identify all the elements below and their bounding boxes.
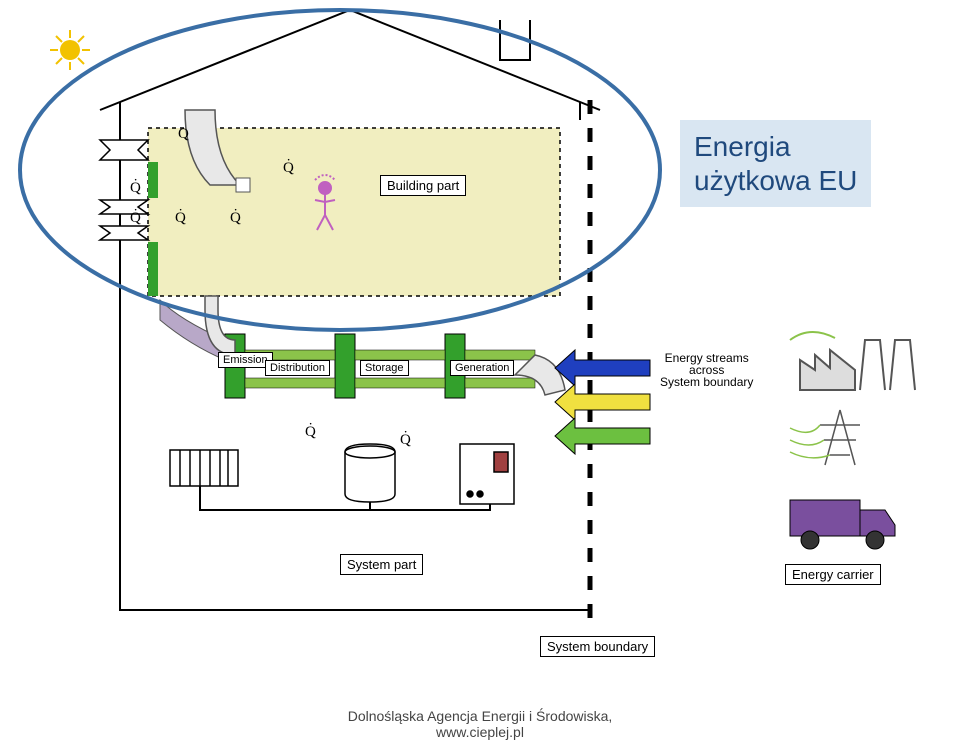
boiler-icon bbox=[460, 444, 514, 504]
svg-text:Q̇: Q̇ bbox=[283, 159, 294, 176]
callout-line1: Energia bbox=[694, 130, 857, 164]
footer-line1: Dolnośląska Agencja Energii i Środowiska… bbox=[0, 708, 960, 724]
pylon-icon bbox=[790, 410, 860, 465]
energy-streams-label: Energy streams across System boundary bbox=[660, 352, 753, 388]
svg-text:Q̇: Q̇ bbox=[130, 179, 141, 196]
wall-segment-2 bbox=[148, 242, 158, 296]
system-part-label: System part bbox=[340, 554, 423, 575]
distribution-label: Distribution bbox=[265, 360, 330, 376]
wall-segment-1 bbox=[148, 162, 158, 198]
sun-icon bbox=[50, 30, 90, 70]
storage-label: Storage bbox=[360, 360, 409, 376]
callout-line2: użytkowa EU bbox=[694, 164, 857, 198]
building-part-label: Building part bbox=[380, 175, 466, 196]
factory-icon bbox=[790, 332, 915, 390]
callout-box: Energia użytkowa EU bbox=[680, 120, 871, 207]
svg-text:Q̇: Q̇ bbox=[130, 209, 141, 226]
footer: Dolnośląska Agencja Energii i Środowiska… bbox=[0, 708, 960, 740]
svg-text:Q̇: Q̇ bbox=[230, 209, 241, 226]
tank-icon bbox=[345, 444, 395, 502]
energy-carrier-label: Energy carrier bbox=[785, 564, 881, 585]
radiator-icon bbox=[170, 450, 238, 486]
energy-stream-arrows bbox=[555, 350, 650, 454]
svg-text:Q̇: Q̇ bbox=[400, 431, 411, 448]
svg-text:Q̇: Q̇ bbox=[305, 423, 316, 440]
generation-label: Generation bbox=[450, 360, 514, 376]
system-boundary-label: System boundary bbox=[540, 636, 655, 657]
footer-line2: www.cieplej.pl bbox=[0, 724, 960, 740]
truck-icon bbox=[790, 500, 895, 549]
house-outline bbox=[100, 10, 600, 610]
svg-text:Q: Q bbox=[178, 126, 189, 142]
generation-intake-duct bbox=[515, 355, 565, 395]
svg-text:Q̇: Q̇ bbox=[175, 209, 186, 226]
